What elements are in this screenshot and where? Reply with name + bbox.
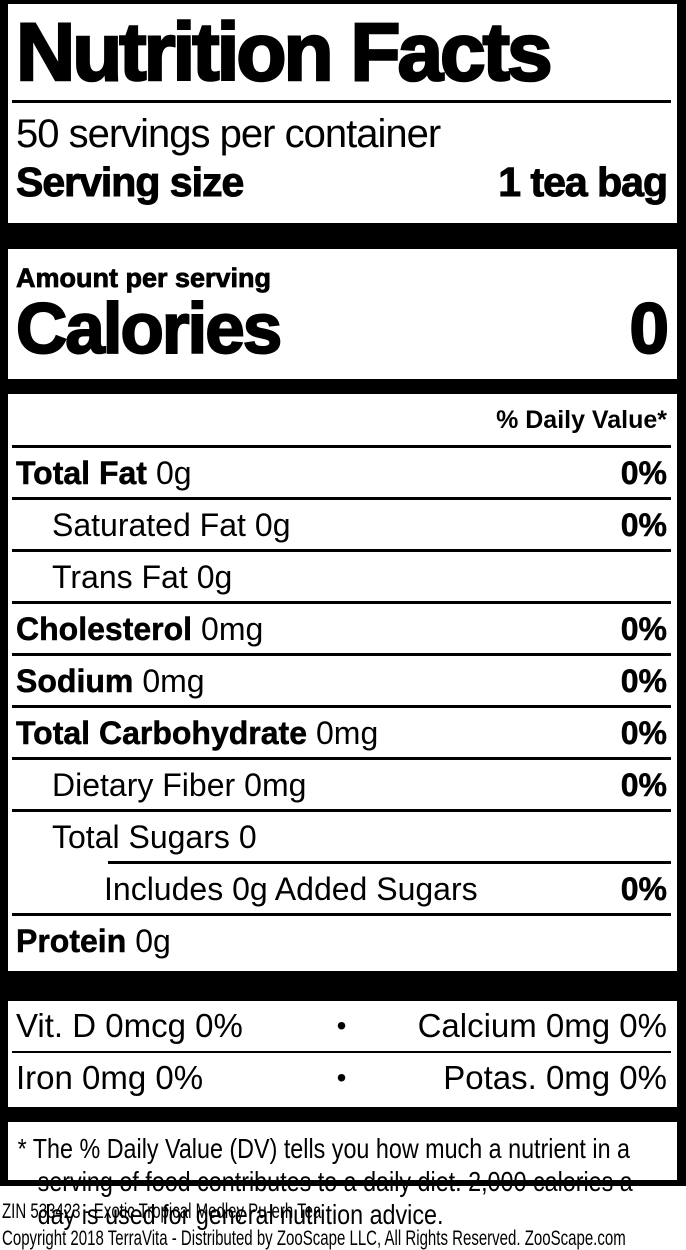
- nutrient-daily-value: 0%: [620, 767, 667, 804]
- servings-per-container: 50 servings per container: [16, 112, 441, 156]
- nutrient-amount: 0g: [196, 559, 233, 595]
- serving-size-label: Serving size: [15, 159, 244, 206]
- bullet-separator-icon: •: [336, 1010, 347, 1041]
- section-divider-bar: [8, 223, 677, 249]
- nutrient-amount: 0g: [155, 455, 192, 491]
- nutrient-daily-value: 0%: [620, 611, 667, 648]
- nutrient-name: Dietary Fiber: [52, 767, 236, 803]
- daily-value-footnote: * The % Daily Value (DV) tells you how m…: [17, 1133, 633, 1230]
- row-divider: [12, 497, 671, 500]
- micronutrient-row-iron-potassium: Iron 0mg 0% • Potas. 0mg 0%: [16, 1053, 667, 1103]
- bullet-separator-icon: •: [336, 1062, 347, 1093]
- row-divider: [12, 809, 671, 812]
- daily-value-header: % Daily Value*: [496, 406, 667, 434]
- nutrient-daily-value: 0%: [620, 871, 667, 908]
- nutrient-name: Total Sugars: [52, 819, 230, 855]
- nutrient-label: Saturated Fat 0g: [16, 506, 290, 544]
- nutrient-row-total-sugars: Total Sugars 0: [16, 812, 667, 861]
- row-divider: [12, 913, 671, 916]
- nutrient-name: Total Fat: [16, 455, 147, 492]
- nutrient-name: Includes 0g Added Sugars: [104, 871, 478, 907]
- calories-divider-bar: [8, 379, 677, 394]
- nutrient-amount: 0mg: [316, 715, 379, 751]
- micronutrient-row-vitd-calcium: Vit. D 0mcg 0% • Calcium 0mg 0%: [16, 1001, 667, 1051]
- nutrient-name: Protein: [16, 923, 127, 960]
- nutrient-daily-value: 0%: [620, 455, 667, 492]
- row-divider: [12, 1051, 671, 1053]
- nutrient-label: Trans Fat 0g: [16, 558, 232, 596]
- section-divider-bar: [8, 1107, 677, 1122]
- nutrient-label: Protein 0g: [16, 922, 171, 960]
- nutrient-label: Sodium 0mg: [16, 662, 205, 700]
- nutrient-label: Total Fat 0g: [16, 454, 192, 492]
- nutrient-amount: 0mg: [201, 611, 264, 647]
- calories-row: Calories 0: [15, 290, 670, 371]
- micronutrient-right: Calcium 0mg 0%: [417, 1007, 667, 1044]
- nutrient-row-trans-fat: Trans Fat 0g: [16, 552, 667, 601]
- nutrient-name: Trans Fat: [52, 559, 188, 595]
- nutrient-label: Total Sugars 0: [16, 818, 257, 856]
- title-divider: [12, 100, 671, 103]
- micronutrient-left: Vit. D 0mcg 0%: [16, 1007, 243, 1044]
- row-divider: [12, 445, 671, 448]
- copyright-line: Copyright 2018 TerraVita - Distributed b…: [2, 1227, 626, 1250]
- nutrient-name: Cholesterol: [16, 611, 193, 648]
- row-divider: [12, 653, 671, 656]
- nutrient-row-total-carbohydrate: Total Carbohydrate 0mg 0%: [16, 708, 668, 757]
- serving-size-row: Serving size 1 tea bag: [15, 157, 669, 207]
- nutrient-amount: 0: [238, 819, 257, 855]
- micronutrient-right: Potas. 0mg 0%: [443, 1059, 667, 1096]
- calories-value: 0: [629, 290, 670, 369]
- nutrient-row-dietary-fiber: Dietary Fiber 0mg 0%: [16, 760, 667, 809]
- nutrient-name: Sodium: [16, 663, 134, 700]
- label-title: Nutrition Facts: [15, 7, 554, 98]
- row-divider: [12, 549, 671, 552]
- section-divider-bar: [8, 971, 677, 1001]
- nutrient-label: Total Carbohydrate 0mg: [16, 714, 379, 752]
- product-zin-line: ZIN 533423 - Exotic Tropical Medley Pu-e…: [2, 1200, 322, 1223]
- micronutrient-left: Iron 0mg 0%: [16, 1059, 204, 1096]
- nutrient-label: Dietary Fiber 0mg: [16, 766, 306, 804]
- nutrient-row-added-sugars: Includes 0g Added Sugars 0%: [16, 864, 667, 913]
- row-divider: [12, 757, 671, 760]
- nutrient-name: Saturated Fat: [52, 507, 246, 543]
- nutrient-row-sodium: Sodium 0mg 0%: [16, 656, 668, 705]
- nutrient-row-protein: Protein 0g: [16, 916, 667, 965]
- nutrient-amount: 0g: [135, 923, 171, 959]
- nutrient-amount: 0mg: [244, 767, 307, 803]
- nutrient-label: Cholesterol 0mg: [16, 610, 264, 648]
- nutrient-label: Includes 0g Added Sugars: [16, 870, 487, 908]
- nutrient-name: Total Carbohydrate: [16, 715, 308, 752]
- nutrient-amount: 0g: [254, 507, 291, 543]
- row-divider: [12, 601, 671, 604]
- nutrient-amount: 0mg: [142, 663, 205, 699]
- nutrient-row-saturated-fat: Saturated Fat 0g 0%: [16, 500, 667, 549]
- nutrient-row-total-fat: Total Fat 0g 0%: [16, 448, 668, 497]
- nutrient-daily-value: 0%: [620, 507, 667, 544]
- serving-size-value: 1 tea bag: [498, 159, 669, 206]
- nutrient-daily-value: 0%: [620, 663, 667, 700]
- product-footer: ZIN 533423 - Exotic Tropical Medley Pu-e…: [0, 1186, 686, 1250]
- nutrient-row-cholesterol: Cholesterol 0mg 0%: [16, 604, 668, 653]
- calories-label: Calories: [15, 290, 283, 369]
- nutrient-daily-value: 0%: [620, 715, 667, 752]
- row-divider-partial: [108, 861, 671, 864]
- row-divider: [12, 705, 671, 708]
- amount-per-serving-label: Amount per serving: [16, 263, 272, 294]
